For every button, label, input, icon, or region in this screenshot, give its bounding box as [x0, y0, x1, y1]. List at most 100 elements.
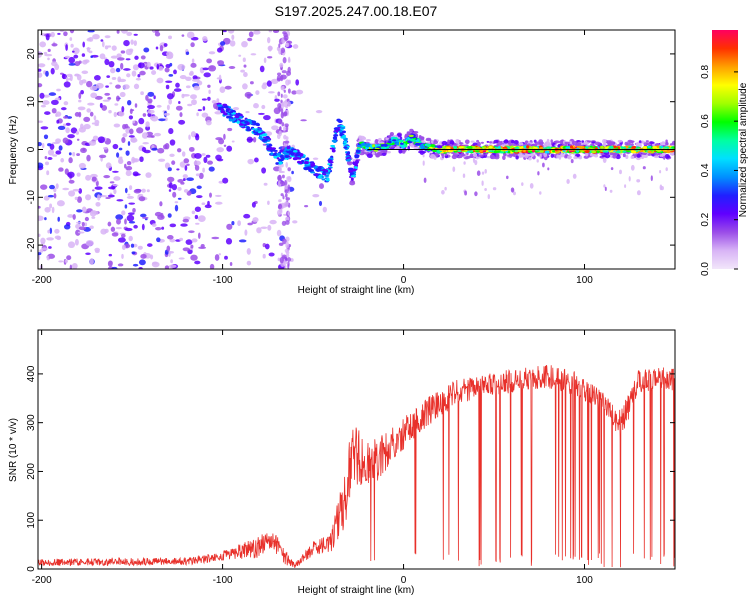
spectrogram-cell — [194, 214, 199, 220]
spectrogram-cell — [287, 167, 291, 172]
spectrogram-cell — [464, 190, 468, 196]
snr-ylabel: SNR (10 * v/v) — [8, 418, 19, 482]
spectrogram-cell — [141, 132, 149, 139]
spectrogram-cell — [546, 146, 552, 150]
spectrogram-cell — [175, 105, 183, 111]
spectrogram-cell — [544, 150, 550, 154]
spectrogram-cell — [100, 39, 104, 42]
spectrogram-cell — [120, 50, 126, 54]
spectrogram-cell — [486, 140, 490, 143]
spectrogram-cell — [94, 186, 103, 190]
spectrogram-cell — [377, 144, 381, 147]
spectrogram-cell — [637, 142, 642, 148]
spectrogram-cell — [291, 90, 297, 95]
spectrogram-cell — [303, 167, 310, 170]
spectrogram-cell — [146, 61, 151, 68]
spectrogram-cell — [68, 179, 75, 184]
spectrogram-cell — [104, 35, 111, 39]
spectrogram-cell — [619, 169, 622, 175]
spectrogram-ytick-label: 10 — [26, 96, 37, 108]
spectrogram-cell — [178, 100, 181, 105]
spectrogram-cell — [222, 177, 229, 184]
spectrogram-cell — [166, 104, 170, 111]
spectrogram-cell — [261, 104, 266, 110]
spectrogram-cell — [77, 106, 86, 111]
spectrogram-cell — [132, 158, 140, 163]
spectrogram-cell — [65, 77, 69, 82]
spectrogram-cell — [217, 60, 225, 66]
spectrogram-xtick-label: -100 — [213, 275, 233, 286]
spectrogram-cell — [231, 221, 235, 226]
spectrogram-cell — [112, 143, 119, 150]
spectrogram-cell — [455, 138, 460, 144]
spectrogram-cell — [223, 105, 229, 109]
spectrogram-cell — [94, 211, 99, 215]
spectrogram-cell — [261, 131, 266, 134]
spectrogram-cell — [126, 195, 134, 199]
spectrogram-cell — [44, 111, 51, 115]
spectrogram-cell — [129, 185, 133, 190]
spectrogram-cell — [329, 147, 335, 150]
spectrogram-cell — [225, 108, 229, 113]
spectrogram-cell — [168, 128, 174, 135]
spectrogram-cell — [155, 227, 162, 231]
spectrogram-cell — [69, 37, 73, 41]
spectrogram-cell — [87, 30, 95, 33]
spectrogram-cell — [647, 153, 652, 156]
spectrogram-cell — [190, 42, 195, 48]
spectrogram-cell — [89, 258, 94, 265]
spectrogram-cell — [247, 95, 251, 99]
spectrogram-cell — [243, 213, 251, 219]
spectrogram-cell — [67, 171, 75, 178]
spectrogram-cell — [542, 162, 545, 168]
spectrogram-cell — [120, 233, 126, 238]
spectrogram-cell — [223, 112, 227, 116]
spectrogram-cell — [62, 73, 66, 79]
spectrogram-cell — [104, 45, 109, 50]
spectrogram-cell — [277, 72, 282, 76]
spectrogram-cell — [477, 141, 481, 147]
spectrogram-cell — [124, 123, 129, 129]
spectrogram-cell — [533, 139, 537, 143]
spectrogram-cell — [321, 178, 326, 181]
spectrogram-cell — [276, 157, 280, 160]
spectrogram-cell — [214, 254, 220, 261]
spectrogram-cell — [333, 134, 339, 137]
spectrogram-ytick-label: -10 — [26, 190, 37, 205]
spectrogram-cell — [276, 75, 282, 82]
spectrogram-cell — [254, 157, 259, 163]
spectrogram-cell — [223, 144, 227, 147]
spectrogram-cell — [247, 37, 253, 42]
spectrogram-cell — [124, 187, 128, 194]
spectrogram-cell — [190, 254, 198, 261]
spectrogram-cell — [228, 66, 236, 69]
spectrogram-cell — [217, 106, 221, 111]
spectrogram-cell — [464, 139, 470, 145]
spectrogram-cell — [284, 193, 288, 198]
spectrogram-cell — [155, 46, 159, 50]
spectrogram-cell — [45, 33, 50, 41]
spectrogram-cell — [63, 224, 71, 230]
spectrogram-cell — [132, 120, 136, 124]
spectrogram-cell — [470, 140, 475, 143]
spectrogram-cell — [489, 154, 494, 160]
spectrogram-cell — [257, 112, 265, 115]
spectrogram-cell — [220, 41, 226, 46]
spectrogram-cell — [123, 68, 131, 71]
spectrogram-cell — [157, 147, 165, 154]
spectrogram-cell — [278, 47, 282, 55]
spectrogram-cell — [268, 91, 275, 94]
spectrogram-cell — [513, 153, 517, 158]
spectrogram-cell — [47, 48, 51, 53]
spectrogram-cell — [484, 187, 487, 192]
spectrogram-cell — [73, 54, 79, 59]
spectrogram-cell — [383, 143, 388, 147]
spectrogram-cell — [278, 168, 282, 172]
spectrogram-cell — [285, 241, 290, 249]
spectrogram-cell — [84, 222, 88, 227]
spectrogram-cell — [112, 184, 119, 187]
colorbar-tick-label: 0.0 — [700, 262, 711, 276]
spectrogram-cell — [147, 98, 153, 104]
spectrogram-cell — [620, 146, 624, 149]
spectrogram-cell — [261, 167, 267, 174]
